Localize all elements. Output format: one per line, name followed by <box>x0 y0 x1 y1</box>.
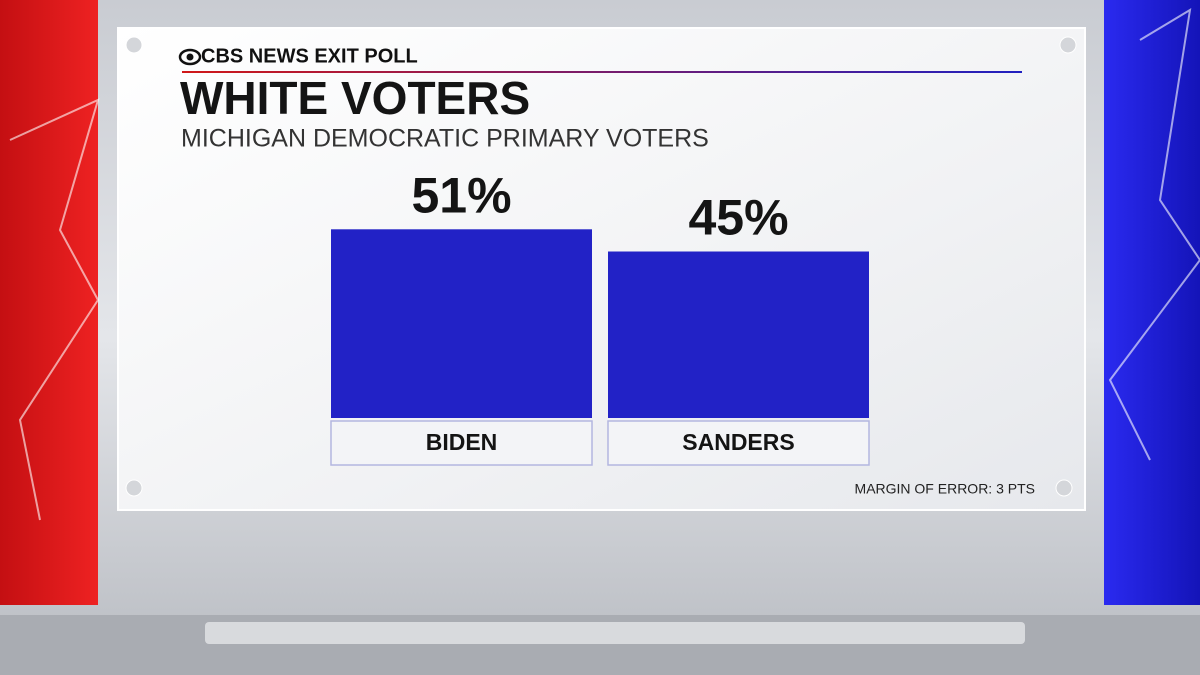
star-outline <box>1108 8 1200 461</box>
star-outline <box>9 98 100 521</box>
chart-title: WHITE VOTERS <box>180 72 530 124</box>
value-label: 45% <box>688 190 788 246</box>
category-label: BIDEN <box>426 429 498 455</box>
ledge <box>205 622 1025 644</box>
category-box <box>330 420 593 466</box>
category-label: SANDERS <box>682 429 794 455</box>
board <box>117 27 1086 511</box>
bar <box>608 251 869 418</box>
value-label: 51% <box>411 168 511 224</box>
footnote: MARGIN OF ERROR: 3 PTS <box>855 481 1035 497</box>
bar <box>331 229 592 418</box>
bolt <box>125 36 143 54</box>
rule <box>182 71 1022 73</box>
bolt <box>1059 36 1077 54</box>
red-panel <box>0 0 98 605</box>
category-box <box>607 420 870 466</box>
subtitle: MICHIGAN DEMOCRATIC PRIMARY VOTERS <box>181 125 709 153</box>
bolt <box>125 479 143 497</box>
bolt <box>1055 479 1073 497</box>
cbs-eye-logo <box>178 48 202 66</box>
brand: CBS NEWS EXIT POLL <box>201 45 418 67</box>
blue-panel <box>1104 0 1200 605</box>
